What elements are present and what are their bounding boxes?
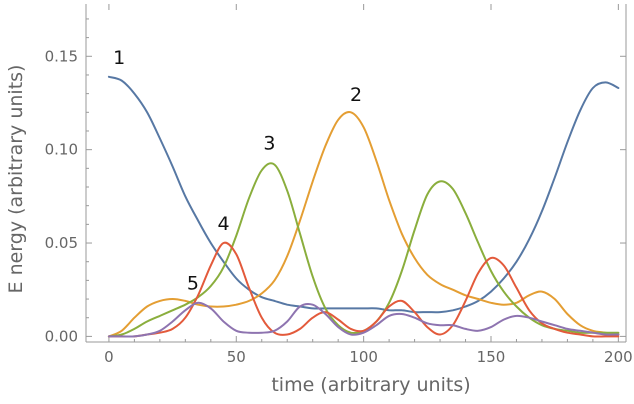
series-lines — [107, 75, 620, 338]
y-axis-title: E nergy (arbitrary units) — [5, 65, 27, 294]
series-line-5 — [107, 301, 620, 338]
series-line-2 — [107, 111, 620, 338]
x-tick-label: 200 — [604, 348, 633, 366]
curve-label-3: 3 — [263, 133, 275, 155]
x-tick-label: 150 — [477, 348, 506, 366]
y-axis-ticks: 0.00 0.05 0.10 0.15 — [45, 18, 626, 345]
curve-label-5: 5 — [187, 273, 199, 295]
plot-frame — [85, 4, 627, 343]
y-tick-label: 0.10 — [45, 141, 78, 159]
x-tick-label: 0 — [104, 348, 114, 366]
curve-label-4: 4 — [218, 213, 230, 235]
y-tick-label: 0.15 — [45, 47, 78, 65]
series-line-1 — [107, 75, 620, 314]
y-tick-label: 0.00 — [45, 327, 78, 345]
x-tick-label: 50 — [227, 348, 246, 366]
x-tick-label: 100 — [349, 348, 378, 366]
y-tick-label: 0.05 — [45, 234, 78, 252]
x-axis-ticks: 0 50 100 150 200 — [104, 4, 633, 366]
series-line-4 — [107, 241, 620, 338]
curve-label-2: 2 — [350, 84, 362, 106]
x-axis-title: time (arbitrary units) — [271, 374, 470, 396]
curve-annotations: 1 2 3 4 5 — [113, 47, 362, 295]
curve-label-1: 1 — [113, 47, 125, 69]
